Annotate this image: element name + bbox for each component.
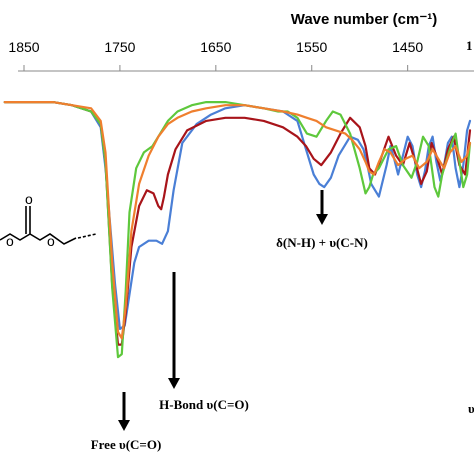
oxygen-label-left: o [6, 233, 14, 249]
arrow-nh-cn-head [316, 214, 328, 225]
annotation-nh-cn: δ(N-H) + υ(C-N) [276, 235, 368, 250]
spectrum-series-4 [3, 100, 472, 340]
x-tick-label-1450: 1450 [392, 39, 423, 55]
edge-text-left-fragment: 1 [466, 38, 473, 53]
edge-text-right-fragment: υ [468, 401, 474, 416]
annotation-arrows [118, 190, 328, 431]
spectrum-series-3 [3, 100, 472, 359]
carbonate-structure-fragment [0, 206, 97, 245]
arrow-free-co-head [118, 420, 130, 431]
x-axis-ticks: 1850 1750 1650 1550 1450 [8, 39, 423, 71]
oxygen-label-top: o [25, 191, 33, 207]
spectrum-series-1 [3, 100, 472, 330]
arrow-hbond-co-head [168, 378, 180, 389]
x-tick-label-1850: 1850 [8, 39, 39, 55]
x-axis-title: Wave number (cm⁻¹) [291, 11, 438, 28]
x-tick-label-1550: 1550 [296, 39, 327, 55]
spectra-curves [3, 100, 472, 359]
oxygen-label-right: o [47, 233, 55, 249]
x-tick-label-1650: 1650 [200, 39, 231, 55]
x-tick-label-1750: 1750 [104, 39, 135, 55]
annotation-hbond-co: H-Bond υ(C=O) [159, 397, 249, 412]
spectrum-series-2 [3, 100, 472, 346]
annotation-free-co: Free υ(C=O) [91, 437, 162, 452]
